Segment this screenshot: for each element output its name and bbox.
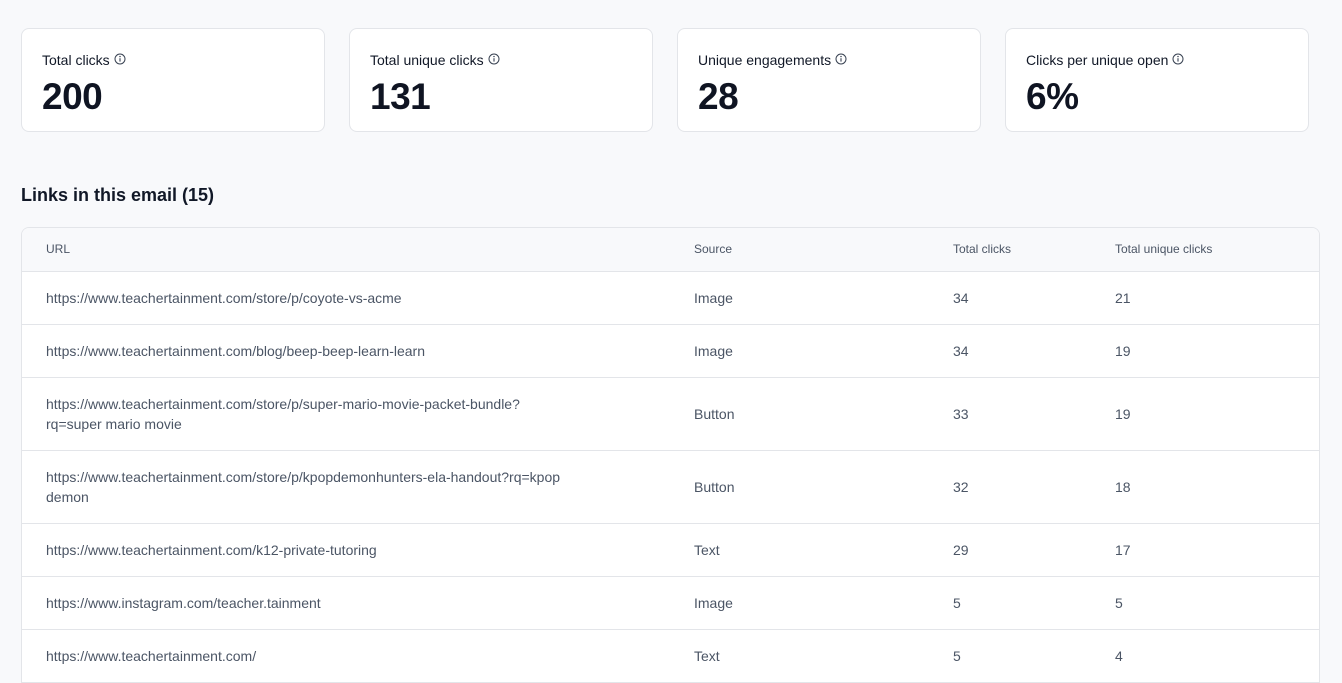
- link-source: Text: [694, 523, 953, 577]
- table-row[interactable]: https://www.instagram.com/teacher.tainme…: [22, 576, 1319, 630]
- link-url[interactable]: https://www.teachertainment.com/k12-priv…: [22, 523, 694, 577]
- link-total-clicks: 34: [953, 271, 1115, 325]
- links-section-title: Links in this email (15): [21, 185, 215, 205]
- info-icon[interactable]: [488, 53, 500, 65]
- link-url-line: demon: [46, 488, 89, 505]
- link-source: Button: [694, 450, 953, 524]
- link-source: Button: [694, 377, 953, 451]
- link-total-clicks: 33: [953, 377, 1115, 451]
- link-source: Image: [694, 576, 953, 630]
- table-header-row: URL Source Total clicks Total unique cli…: [22, 228, 1319, 272]
- link-total-clicks: 32: [953, 450, 1115, 524]
- link-url[interactable]: https://www.instagram.com/teacher.tainme…: [22, 576, 694, 630]
- links-table: URL Source Total clicks Total unique cli…: [22, 228, 1319, 683]
- stat-card-unique-engagements: Unique engagements 28: [677, 28, 981, 132]
- stat-label: Total unique clicks: [370, 51, 484, 68]
- link-url-line: rq=super mario movie: [46, 415, 182, 432]
- column-header-source[interactable]: Source: [694, 228, 953, 272]
- table-row[interactable]: https://www.teachertainment.com/blog/bee…: [22, 324, 1319, 378]
- stat-label: Clicks per unique open: [1026, 51, 1169, 68]
- stat-label-row: Unique engagements: [698, 51, 960, 68]
- stats-cards: Total clicks 200 Total unique clicks 131…: [21, 28, 1309, 132]
- stat-card-total-unique-clicks: Total unique clicks 131: [349, 28, 653, 132]
- stat-value: 28: [698, 76, 739, 117]
- column-header-total-clicks[interactable]: Total clicks: [953, 228, 1115, 272]
- link-total-clicks: 5: [953, 629, 1115, 683]
- link-url[interactable]: https://www.teachertainment.com/store/p/…: [22, 377, 694, 451]
- table-row[interactable]: https://www.teachertainment.com/store/p/…: [22, 377, 1319, 451]
- link-total-clicks: 29: [953, 523, 1115, 577]
- link-total-unique-clicks: 21: [1115, 271, 1319, 325]
- stat-value: 131: [370, 76, 431, 117]
- link-total-unique-clicks: 19: [1115, 377, 1319, 451]
- table-row[interactable]: https://www.teachertainment.com/store/p/…: [22, 450, 1319, 524]
- link-source: Text: [694, 629, 953, 683]
- link-source: Image: [694, 271, 953, 325]
- column-header-total-unique-clicks[interactable]: Total unique clicks: [1115, 228, 1319, 272]
- stat-card-clicks-per-unique-open: Clicks per unique open 6%: [1005, 28, 1309, 132]
- stat-value: 6%: [1026, 76, 1079, 117]
- stat-label-row: Total clicks: [42, 51, 304, 68]
- stat-label-row: Clicks per unique open: [1026, 51, 1288, 68]
- link-total-clicks: 5: [953, 576, 1115, 630]
- info-icon[interactable]: [114, 53, 126, 65]
- stat-label: Unique engagements: [698, 51, 832, 68]
- link-total-clicks: 34: [953, 324, 1115, 378]
- link-total-unique-clicks: 19: [1115, 324, 1319, 378]
- link-url-line: https://www.teachertainment.com/store/p/…: [46, 395, 520, 412]
- table-row[interactable]: https://www.teachertainment.com/ Text 5 …: [22, 629, 1319, 683]
- link-url[interactable]: https://www.teachertainment.com/blog/bee…: [22, 324, 694, 378]
- link-total-unique-clicks: 5: [1115, 576, 1319, 630]
- link-url[interactable]: https://www.teachertainment.com/store/p/…: [22, 450, 694, 524]
- stat-value: 200: [42, 76, 103, 117]
- column-header-url[interactable]: URL: [22, 228, 694, 272]
- link-total-unique-clicks: 17: [1115, 523, 1319, 577]
- link-total-unique-clicks: 18: [1115, 450, 1319, 524]
- table-row[interactable]: https://www.teachertainment.com/store/p/…: [22, 271, 1319, 325]
- link-total-unique-clicks: 4: [1115, 629, 1319, 683]
- links-table-container: URL Source Total clicks Total unique cli…: [21, 227, 1320, 683]
- info-icon[interactable]: [835, 53, 847, 65]
- info-icon[interactable]: [1172, 53, 1184, 65]
- stat-card-total-clicks: Total clicks 200: [21, 28, 325, 132]
- table-row[interactable]: https://www.teachertainment.com/k12-priv…: [22, 523, 1319, 577]
- stat-label: Total clicks: [42, 51, 110, 68]
- link-url-line: https://www.teachertainment.com/store/p/…: [46, 468, 561, 485]
- link-source: Image: [694, 324, 953, 378]
- stat-label-row: Total unique clicks: [370, 51, 632, 68]
- link-url[interactable]: https://www.teachertainment.com/: [22, 629, 694, 683]
- link-url[interactable]: https://www.teachertainment.com/store/p/…: [22, 271, 694, 325]
